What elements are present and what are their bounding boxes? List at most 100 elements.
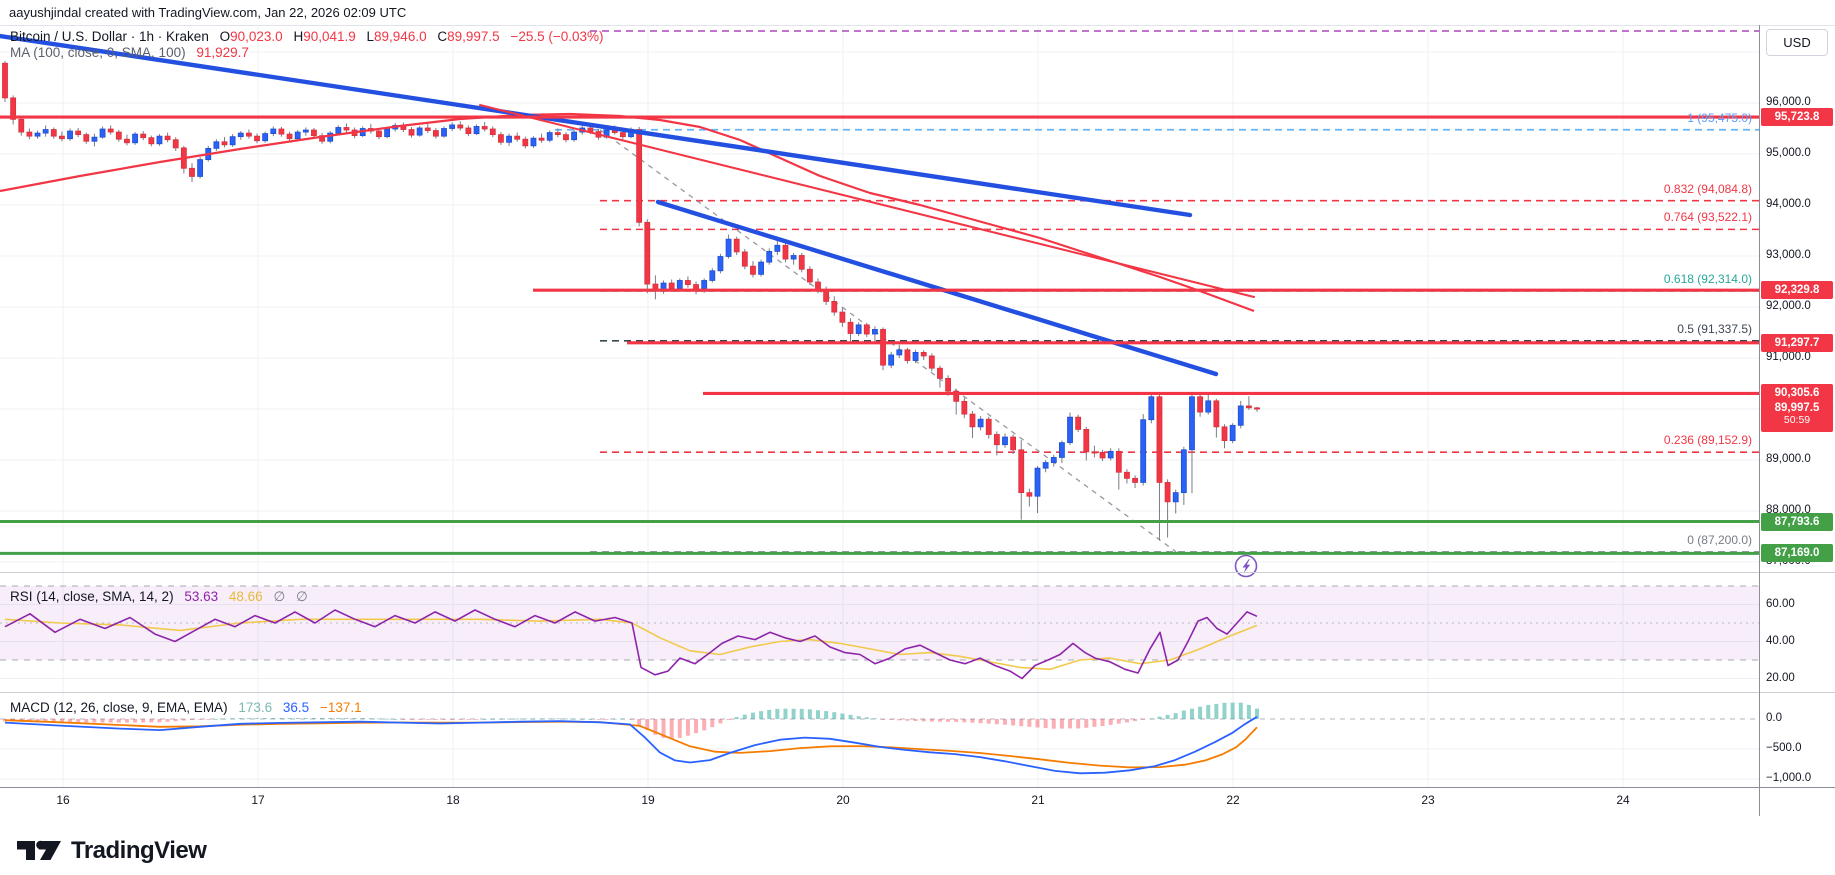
macd-histogram-bar	[1092, 719, 1097, 727]
macd-legend-label: MACD (12, 26, close, 9, EMA, EMA)	[10, 700, 228, 715]
ohlc-open-label: O	[219, 29, 231, 44]
candle-body	[563, 134, 569, 141]
rsi-tick-label: 40.00	[1766, 634, 1795, 647]
macd-histogram-bar	[905, 719, 910, 721]
ohlc-high-value: 90,041.9	[303, 29, 356, 44]
macd-histogram-bar	[563, 718, 568, 720]
macd-histogram-bar	[555, 718, 560, 720]
candle-body	[1115, 450, 1122, 473]
candle-body	[465, 127, 472, 134]
macd-histogram-bar	[1181, 710, 1186, 719]
tradingview-logo[interactable]: TradingView	[16, 833, 207, 869]
candle-body	[831, 300, 838, 313]
fib-level-label: 0.5 (91,337.5)	[1677, 321, 1752, 336]
rsi-legend[interactable]: RSI (14, close, SMA, 14, 2) 53.63 48.66 …	[10, 589, 308, 605]
macd-histogram-bar	[100, 719, 105, 723]
macd-histogram-bar	[783, 708, 788, 719]
candle-body	[498, 134, 504, 143]
candle-body	[685, 280, 691, 285]
rsi-value: 53.63	[184, 589, 219, 604]
ma-legend[interactable]: MA (100, close, 0, SMA, 100) 91,929.7	[10, 45, 249, 60]
candle-body	[766, 251, 773, 263]
macd-histogram-bar	[970, 719, 975, 723]
macd-legend[interactable]: MACD (12, 26, close, 9, EMA, EMA) 173.6 …	[10, 700, 362, 715]
macd-line-value: 36.5	[282, 700, 310, 715]
candle-body	[872, 329, 878, 335]
macd-histogram-bar	[263, 718, 268, 719]
macd-histogram-bar	[498, 718, 503, 720]
macd-histogram-bar	[588, 718, 593, 720]
fib-level-label: 0.764 (93,522.1)	[1663, 210, 1752, 225]
macd-histogram-bar	[872, 718, 877, 720]
macd-histogram-bar	[141, 719, 146, 723]
macd-histogram-bar	[482, 718, 487, 720]
candle-body	[750, 265, 756, 275]
macd-histogram-bar	[149, 719, 154, 723]
macd-histogram-bar	[580, 718, 585, 720]
price-tick-label: 96,000.0	[1766, 96, 1811, 108]
candle-body	[327, 132, 334, 142]
macd-histogram-bar	[726, 719, 731, 721]
macd-histogram-bar	[409, 719, 414, 720]
macd-histogram-bar	[848, 714, 853, 719]
candle-body	[1140, 419, 1147, 483]
candle-body	[1189, 396, 1195, 451]
candle-body	[1132, 477, 1138, 483]
macd-histogram-bar	[490, 718, 495, 720]
fib-level-label: 0.832 (94,084.8)	[1663, 181, 1752, 196]
candle-body	[530, 137, 537, 147]
candle-body	[197, 159, 204, 177]
candle-body	[945, 377, 951, 392]
macd-histogram-bar	[637, 719, 642, 726]
currency-button[interactable]: USD	[1766, 29, 1828, 56]
macd-histogram-bar	[222, 718, 227, 720]
macd-histogram-bar	[832, 712, 837, 719]
macd-histogram-bar	[881, 719, 886, 720]
candle-body	[59, 135, 65, 140]
rsi-band-upper-value: ∅	[273, 589, 286, 604]
candle-body	[213, 141, 220, 149]
candle-body	[928, 355, 935, 369]
candle-body	[668, 282, 675, 290]
time-tick-label: 16	[56, 793, 70, 807]
candle-body	[489, 128, 496, 136]
symbol-legend[interactable]: Bitcoin / U.S. Dollar · 1h · Kraken O 90,…	[10, 29, 604, 44]
macd-histogram-bar	[401, 719, 406, 720]
macd-histogram-bar	[1133, 719, 1138, 722]
candle-body	[1221, 426, 1228, 442]
candle-body	[1229, 424, 1236, 442]
macd-histogram-bar	[612, 718, 617, 720]
candle-body	[1180, 449, 1187, 494]
macd-histogram-bar	[417, 719, 422, 720]
macd-histogram-bar	[767, 709, 772, 719]
price-tick-label: 93,000.0	[1766, 249, 1811, 261]
price-tick-label: 89,000.0	[1766, 453, 1811, 465]
time-tick-label: 18	[446, 793, 460, 807]
ohlc-low-value: 89,946.0	[374, 29, 427, 44]
candle-body	[880, 329, 886, 366]
macd-histogram-bar	[1189, 708, 1194, 719]
macd-histogram-bar	[352, 717, 357, 719]
macd-histogram-bar	[954, 719, 959, 722]
price-tick-label: 92,000.0	[1766, 300, 1811, 312]
macd-histogram-bar	[759, 711, 764, 719]
ohlc-high-label: H	[293, 29, 304, 44]
candle-body	[514, 135, 521, 140]
candle-body	[1245, 405, 1252, 409]
time-tick-label: 22	[1226, 793, 1240, 807]
ma-legend-label: MA (100, close, 0, SMA, 100)	[10, 45, 186, 60]
macd-histogram-bar	[816, 710, 820, 719]
macd-histogram-bar	[279, 717, 284, 719]
candle-body	[888, 354, 895, 366]
macd-histogram-bar	[1116, 719, 1121, 724]
candle-body	[782, 244, 789, 260]
macd-histogram-bar	[1238, 702, 1243, 719]
candle-body	[1050, 457, 1057, 463]
macd-histogram-bar	[1214, 703, 1219, 719]
candle-body	[18, 118, 25, 133]
header-divider	[0, 25, 1835, 26]
candle-body	[132, 133, 138, 144]
candle-body	[1213, 400, 1220, 428]
symbol-title: Bitcoin / U.S. Dollar · 1h · Kraken	[10, 29, 209, 44]
